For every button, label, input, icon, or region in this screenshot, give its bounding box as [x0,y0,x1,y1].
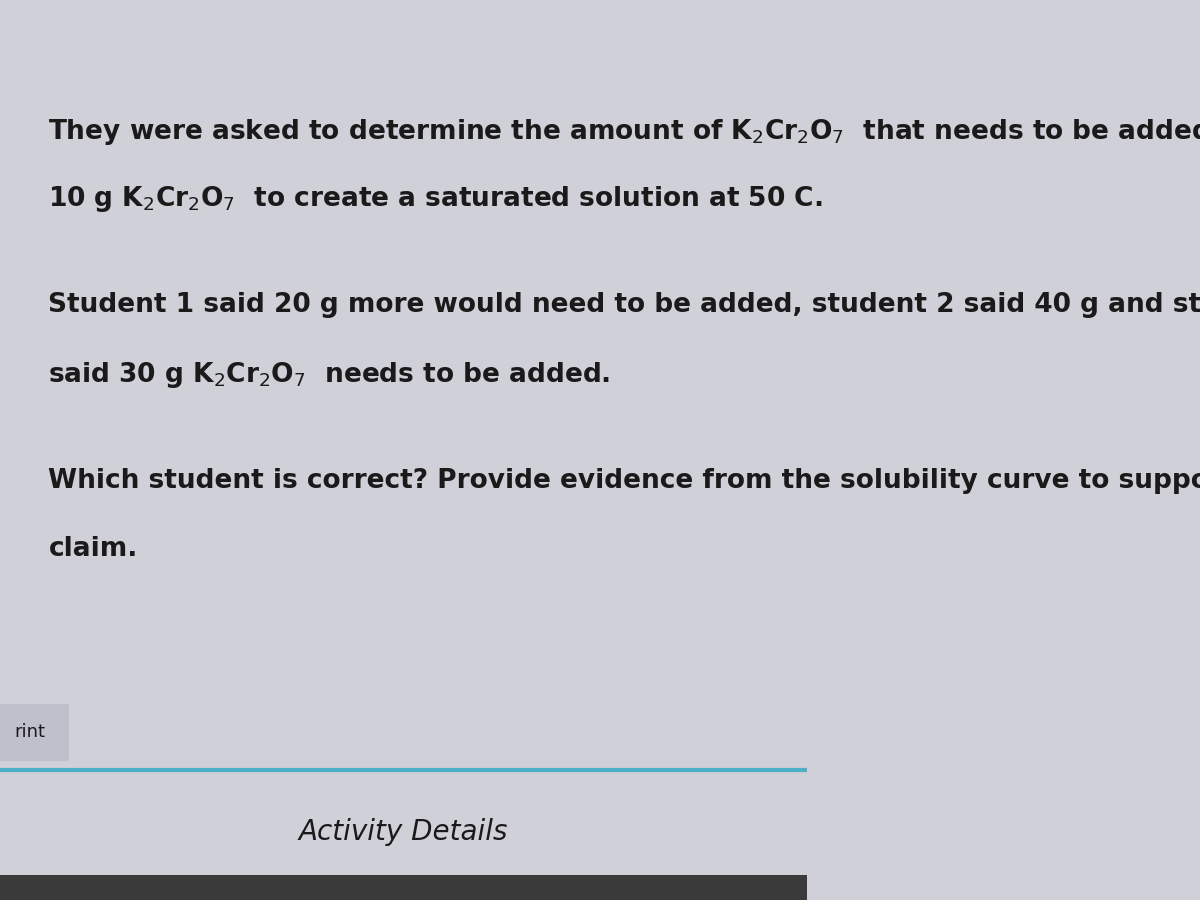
Bar [0,704,68,760]
Text: Activity Details: Activity Details [299,818,508,847]
Text: Which student is correct? Provide evidence from the solubility curve to support : Which student is correct? Provide eviden… [48,468,1200,494]
Text: said 30 g K$_2$Cr$_2$O$_7$  needs to be added.: said 30 g K$_2$Cr$_2$O$_7$ needs to be a… [48,360,611,390]
Bar [0,875,806,900]
Text: 10 g K$_2$Cr$_2$O$_7$  to create a saturated solution at 50 C.: 10 g K$_2$Cr$_2$O$_7$ to create a satura… [48,184,823,214]
Text: rint: rint [14,723,46,741]
Text: They were asked to determine the amount of K$_2$Cr$_2$O$_7$  that needs to be ad: They were asked to determine the amount … [48,117,1200,147]
Text: claim.: claim. [48,536,138,562]
Text: Student 1 said 20 g more would need to be added, student 2 said 40 g and student: Student 1 said 20 g more would need to b… [48,292,1200,319]
